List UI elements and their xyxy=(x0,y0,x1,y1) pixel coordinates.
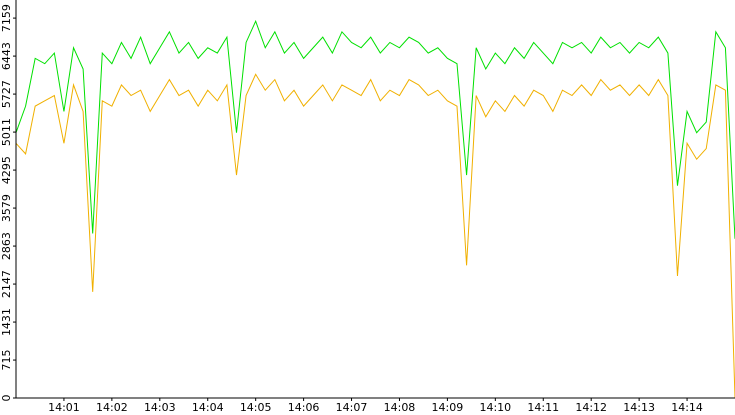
y-tick-label: 5011 xyxy=(0,118,13,146)
x-tick-label: 14:11 xyxy=(527,401,559,414)
x-tick-label: 14:14 xyxy=(671,401,703,414)
x-tick-label: 14:01 xyxy=(48,401,80,414)
x-tick-label: 14:05 xyxy=(240,401,272,414)
y-tick-label: 4295 xyxy=(0,156,13,184)
x-tick-label: 14:12 xyxy=(575,401,607,414)
y-tick-label: 0 xyxy=(0,395,13,402)
y-tick-label: 715 xyxy=(0,350,13,371)
y-tick-label: 2147 xyxy=(0,270,13,298)
x-tick-label: 14:02 xyxy=(96,401,128,414)
y-tick-label: 2863 xyxy=(0,232,13,260)
x-tick-label: 14:13 xyxy=(623,401,655,414)
series-line xyxy=(15,19,735,239)
x-tick-label: 14:04 xyxy=(192,401,224,414)
x-tick-label: 14:10 xyxy=(479,401,511,414)
series-line xyxy=(15,73,735,399)
x-tick-label: 14:07 xyxy=(336,401,368,414)
x-tick-label: 14:09 xyxy=(432,401,464,414)
y-tick-label: 5727 xyxy=(0,80,13,108)
x-tick-label: 14:06 xyxy=(288,401,320,414)
x-tick-label: 14:08 xyxy=(384,401,416,414)
y-tick-label: 1431 xyxy=(0,308,13,336)
y-tick-label: 7159 xyxy=(0,4,13,32)
x-tick-label: 14:03 xyxy=(144,401,176,414)
y-tick-label: 3579 xyxy=(0,194,13,222)
y-tick-label: 6443 xyxy=(0,42,13,70)
